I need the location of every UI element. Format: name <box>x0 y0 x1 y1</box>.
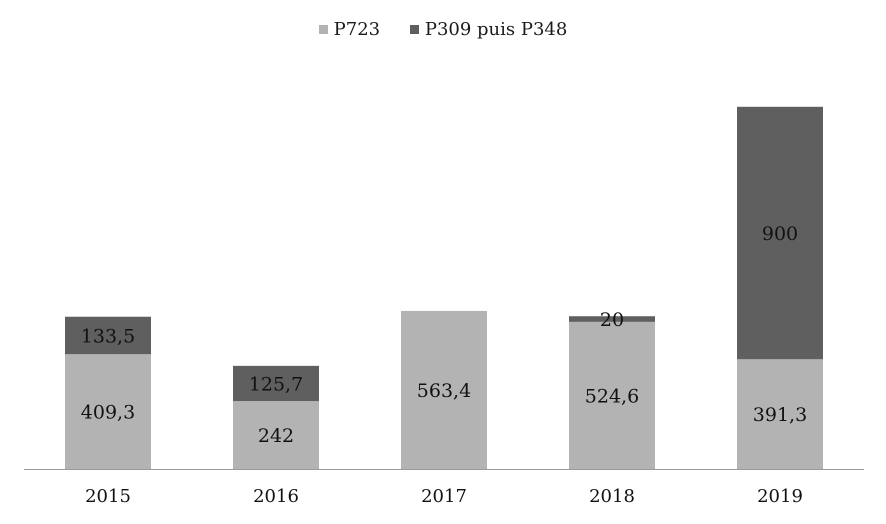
bar-2019-series-1 <box>737 106 823 360</box>
chart-legend: P723 P309 puis P348 <box>0 18 886 40</box>
bar-2018-series-1 <box>569 316 655 322</box>
data-label-2019-series-0: 391,3 <box>753 404 807 426</box>
x-tick-label-2018: 2018 <box>589 486 635 507</box>
bar-2018-series-0 <box>569 321 655 469</box>
bar-2019-series-0 <box>737 359 823 469</box>
data-label-2018-series-1: 20 <box>600 309 624 331</box>
legend-swatch-p309 <box>409 25 419 34</box>
legend-label-p309: P309 puis P348 <box>424 19 568 40</box>
x-tick-label-2017: 2017 <box>421 486 467 507</box>
x-tick-label-2019: 2019 <box>757 486 803 507</box>
bar-2015-series-0 <box>65 354 151 469</box>
data-label-2017-series-0: 563,4 <box>417 380 471 402</box>
x-tick-label-2016: 2016 <box>253 486 299 507</box>
bar-2016-series-0 <box>233 401 319 469</box>
legend-item-p309: P309 puis P348 <box>409 19 568 40</box>
x-tick-label-2015: 2015 <box>85 486 131 507</box>
legend-item-p723: P723 <box>318 19 381 40</box>
data-label-2015-series-1: 133,5 <box>81 325 135 347</box>
legend-label-p723: P723 <box>333 19 381 40</box>
data-label-2018-series-0: 524,6 <box>585 385 639 407</box>
data-label-2016-series-0: 242 <box>258 425 294 447</box>
data-label-2015-series-0: 409,3 <box>81 402 135 424</box>
data-label-2016-series-1: 125,7 <box>249 373 303 395</box>
bar-2015-series-1 <box>65 316 151 355</box>
bar-2016-series-1 <box>233 365 319 402</box>
bar-2017-series-0 <box>401 310 487 469</box>
data-label-2019-series-1: 900 <box>762 223 798 245</box>
legend-swatch-p723 <box>318 25 328 34</box>
